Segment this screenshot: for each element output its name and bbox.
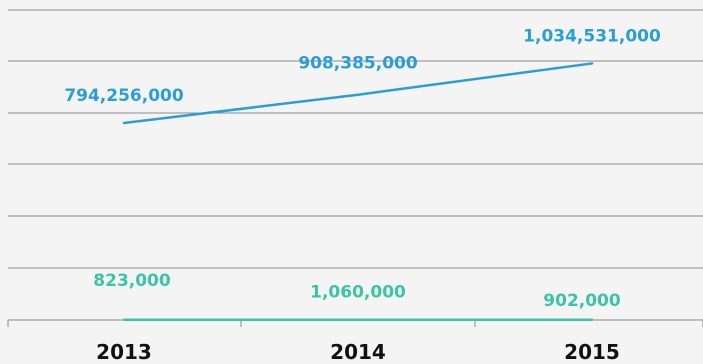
data-label: 823,000: [93, 271, 171, 291]
x-tick-label: 2014: [330, 340, 386, 364]
data-label: 794,256,000: [64, 86, 184, 106]
grid-lines: [8, 9, 703, 269]
data-label: 1,034,531,000: [523, 26, 661, 46]
series-lines: [122, 62, 594, 322]
data-labels: 794,256,000 908,385,000 1,034,531,000 823,0…: [64, 26, 661, 310]
data-label: 908,385,000: [298, 54, 418, 74]
x-axis: [7, 319, 703, 327]
data-label: 1,060,000: [310, 283, 406, 303]
x-tick-label: 2015: [564, 340, 620, 364]
data-label: 902,000: [543, 291, 621, 311]
x-tick-label: 2013: [96, 340, 152, 364]
x-tick-labels: 2013 2014 2015: [96, 340, 620, 364]
series-line-0: [122, 62, 594, 125]
